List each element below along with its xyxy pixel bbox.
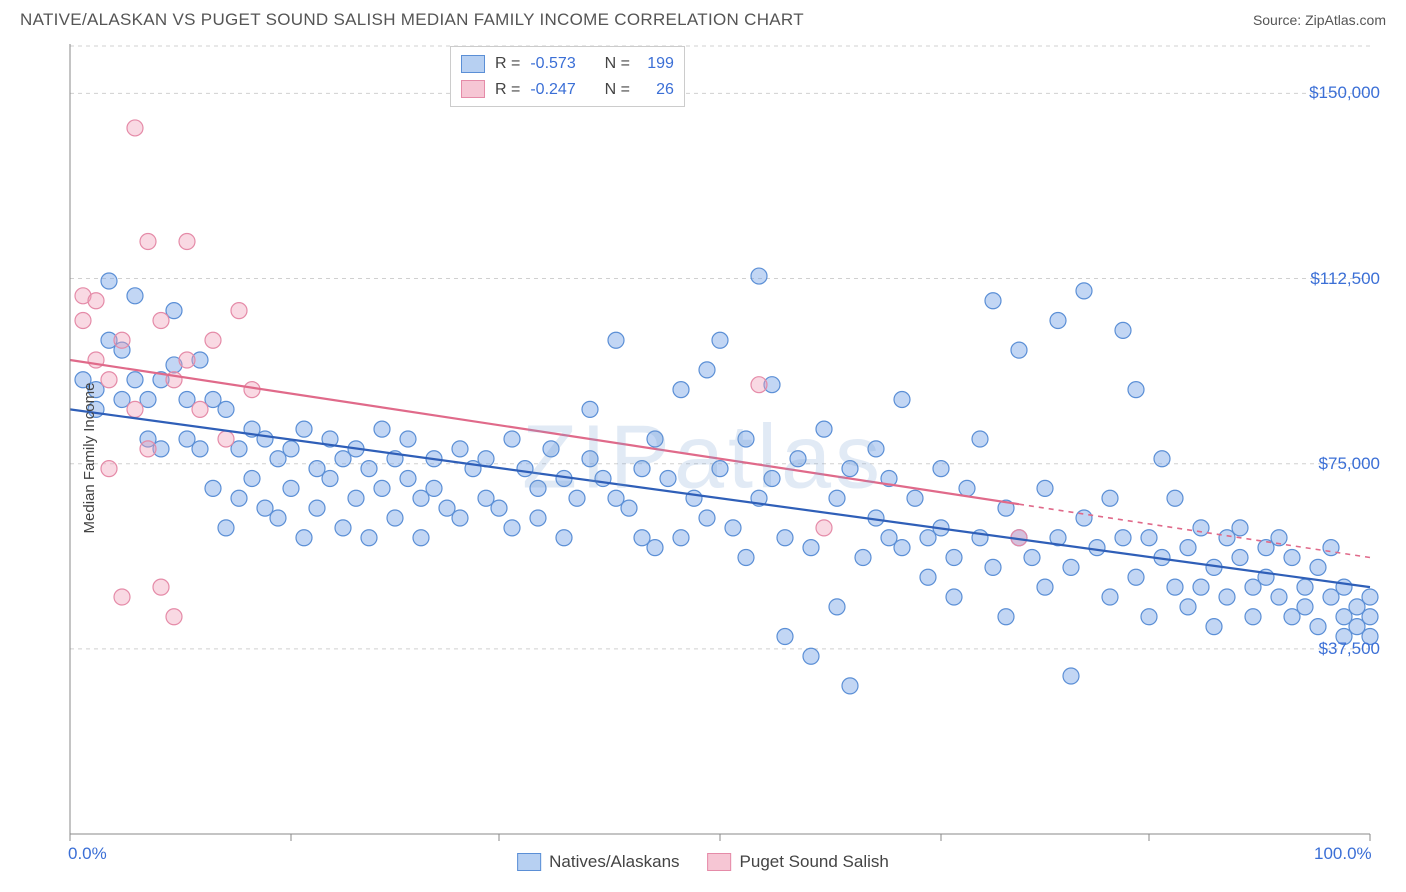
correlation-stats-box: R = -0.573 N = 199R = -0.247 N = 26 [450,46,685,107]
scatter-chart [20,44,1386,872]
series-swatch [517,853,541,871]
series-swatch [708,853,732,871]
x-tick-label: 0.0% [68,844,107,864]
chart-container: Median Family Income ZIPatlas R = -0.573… [20,44,1386,872]
stats-row: R = -0.247 N = 26 [461,77,674,103]
chart-title: NATIVE/ALASKAN VS PUGET SOUND SALISH MED… [20,10,804,30]
stats-row: R = -0.573 N = 199 [461,51,674,77]
y-tick-label: $150,000 [1309,83,1380,103]
x-tick-label: 100.0% [1314,844,1372,864]
source-link[interactable]: ZipAtlas.com [1305,12,1386,28]
y-tick-label: $112,500 [1310,269,1380,289]
source-attribution: Source: ZipAtlas.com [1253,12,1386,28]
legend-item: Natives/Alaskans [517,852,679,872]
y-tick-label: $37,500 [1319,639,1380,659]
legend-item: Puget Sound Salish [708,852,889,872]
series-swatch [461,80,485,98]
y-axis-label: Median Family Income [81,383,98,534]
series-legend: Natives/Alaskans Puget Sound Salish [517,852,889,872]
y-tick-label: $75,000 [1319,454,1380,474]
series-swatch [461,55,485,73]
